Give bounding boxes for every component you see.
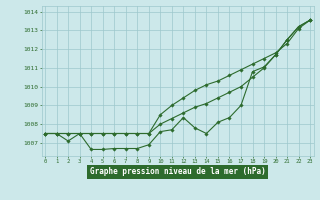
X-axis label: Graphe pression niveau de la mer (hPa): Graphe pression niveau de la mer (hPa) bbox=[90, 167, 266, 176]
